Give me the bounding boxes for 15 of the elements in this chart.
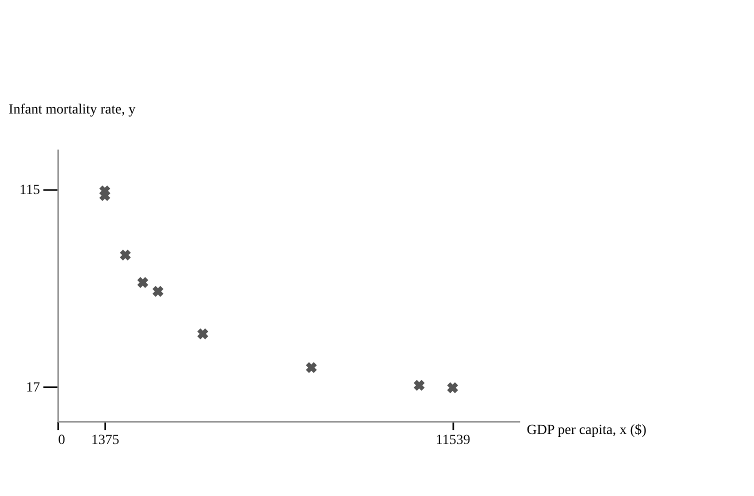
x-tick-label: 0 [58, 433, 66, 448]
point [99, 190, 110, 202]
point [197, 328, 208, 340]
point [152, 286, 164, 297]
x-tick-label: 11539 [436, 433, 470, 448]
point [306, 362, 317, 374]
point [414, 380, 425, 391]
point [120, 250, 131, 261]
point [137, 276, 148, 288]
x-tick-label: 1375 [91, 433, 120, 448]
point [447, 382, 458, 394]
x-axis-title: GDP per capita, x ($) [526, 423, 647, 438]
y-tick-label: 115 [19, 183, 40, 198]
y-axis-title: Infant mortality rate, y [8, 102, 136, 118]
y-tick-label: 17 [26, 380, 40, 396]
